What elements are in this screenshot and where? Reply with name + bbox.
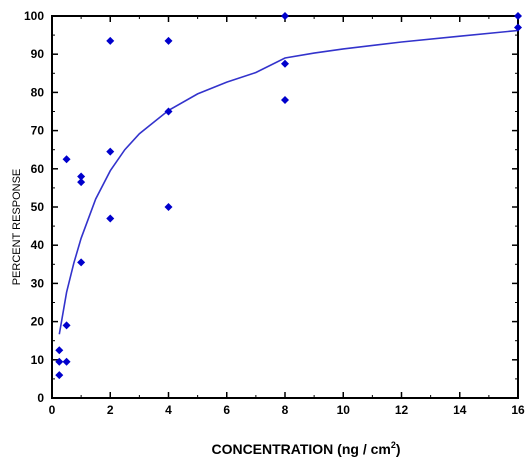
x-axis-title-suffix: ) [396,441,401,457]
x-tick-label: 8 [282,403,289,417]
x-tick-label: 14 [453,403,467,417]
data-point [164,36,173,45]
data-point [514,23,522,32]
x-axis-ticks: 0 2 4 6 8 10 12 14 16 [49,16,525,417]
x-tick-label: 0 [49,403,56,417]
x-axis-title-main: CONCENTRATION (ng / cm [211,441,390,457]
fit-curve-layer [58,29,519,335]
data-point [77,178,86,187]
y-tick-label: 80 [31,85,45,99]
data-point [62,155,71,164]
data-point [164,203,173,211]
y-tick-label: 10 [31,353,45,367]
x-axis-title: CONCENTRATION (ng / cm2) [211,440,400,457]
data-point [281,96,289,105]
y-tick-label: 100 [24,9,44,23]
y-tick-label: 60 [31,162,45,176]
data-points-layer [55,12,522,380]
data-point [62,357,71,366]
plot-border [51,15,519,399]
y-axis-title: PERCENT RESPONSE [11,169,23,286]
x-tick-label: 12 [395,403,409,417]
data-point [281,59,289,68]
y-tick-label: 30 [31,276,45,290]
data-point [55,371,64,380]
data-point [164,107,173,116]
y-tick-label: 20 [31,315,45,329]
data-point [106,36,115,45]
plot-frame [51,15,519,399]
data-point [106,214,115,223]
x-tick-label: 10 [337,403,351,417]
x-tick-label: 16 [511,403,525,417]
y-tick-label: 0 [37,391,44,405]
y-tick-label: 70 [31,124,45,138]
data-point [281,12,289,20]
x-tick-label: 4 [165,403,172,417]
data-point [55,346,64,355]
y-axis-ticks: 0 10 20 30 40 50 60 70 80 90 100 [24,9,518,405]
data-point [55,357,64,366]
y-tick-label: 40 [31,238,45,252]
data-point [77,172,86,181]
fit-curve [58,29,519,335]
data-point [62,321,71,330]
data-point [77,258,86,267]
data-point [514,12,522,20]
x-axis-title-superscript: 2 [391,440,396,450]
y-tick-label: 90 [31,47,45,61]
y-tick-label: 50 [31,200,45,214]
x-tick-label: 6 [223,403,230,417]
x-tick-label: 2 [107,403,114,417]
data-point [106,147,115,156]
